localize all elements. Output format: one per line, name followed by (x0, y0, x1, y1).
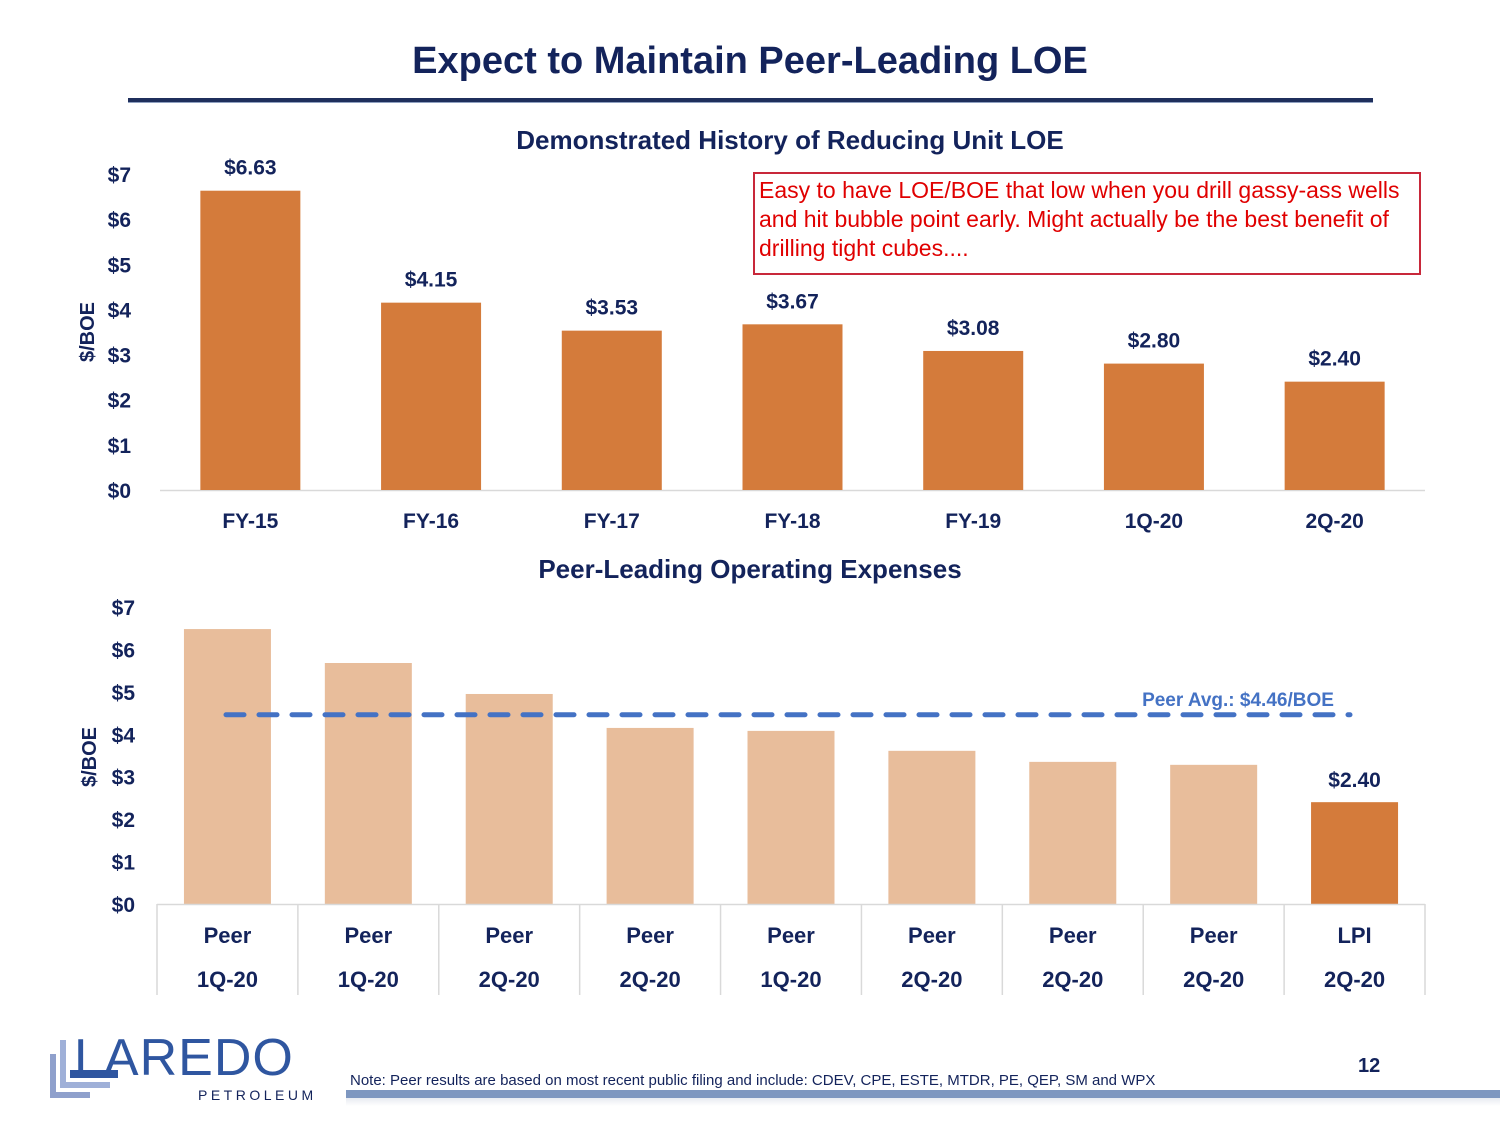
x-tick-label-line2: 2Q-20 (1183, 967, 1244, 992)
data-label: $2.40 (1328, 769, 1381, 792)
y-axis-label: $/BOE (79, 727, 101, 787)
x-tick-label-line2: 2Q-20 (1324, 967, 1385, 992)
x-tick-label: FY-18 (764, 510, 820, 533)
page-number: 12 (1358, 1055, 1381, 1077)
unit-loe-history-chart: Demonstrated History of Reducing Unit LO… (77, 125, 1425, 533)
y-tick-label: $4 (112, 724, 136, 747)
x-tick-label: FY-19 (945, 510, 1001, 533)
y-tick-label: $7 (108, 164, 131, 187)
data-label: $6.63 (224, 157, 277, 180)
x-tick-label-line2: 2Q-20 (1042, 967, 1103, 992)
logo-sub: PETROLEUM (198, 1087, 317, 1103)
bar-highlight (1311, 802, 1399, 904)
x-tick-label-line2: 2Q-20 (901, 967, 962, 992)
chart-title: Peer-Leading Operating Expenses (538, 554, 961, 584)
x-tick-label-line2: 1Q-20 (760, 967, 821, 992)
bar (1103, 363, 1204, 490)
x-tick-label-line1: Peer (1049, 923, 1097, 948)
bar (742, 324, 843, 490)
x-tick-label: 1Q-20 (1125, 510, 1183, 533)
laredo-petroleum-logo: LAREDO PETROLEUM (40, 1022, 340, 1112)
bar (606, 727, 694, 904)
y-tick-label: $3 (108, 345, 131, 368)
chart-title: Demonstrated History of Reducing Unit LO… (516, 125, 1064, 155)
bar (923, 350, 1024, 490)
annotation-box: Easy to have LOE/BOE that low when you d… (753, 172, 1421, 275)
y-tick-label: $1 (108, 435, 132, 458)
x-tick-label-line1: Peer (1190, 923, 1238, 948)
logo-name: LAREDO (74, 1029, 294, 1087)
bar (1029, 761, 1117, 904)
bar (888, 750, 976, 904)
y-tick-label: $1 (112, 852, 136, 875)
data-label: $3.08 (947, 317, 1000, 340)
x-tick-label: 2Q-20 (1305, 510, 1363, 533)
bar (200, 190, 301, 490)
bar (324, 663, 412, 904)
y-tick-label: $6 (108, 209, 131, 232)
x-tick-label-line1: LPI (1337, 923, 1371, 948)
x-tick-label: FY-17 (584, 510, 640, 533)
x-tick-label: FY-15 (222, 510, 278, 533)
annotation-text: Easy to have LOE/BOE that low when you d… (759, 177, 1400, 261)
y-tick-label: $5 (108, 254, 132, 277)
peer-opex-chart: Peer-Leading Operating Expenses $/BOE $0 $1… (79, 554, 1426, 995)
y-tick-label: $3 (112, 767, 135, 790)
data-label: $2.40 (1308, 348, 1361, 371)
x-tick-label-line1: Peer (767, 923, 815, 948)
data-label: $2.80 (1128, 330, 1181, 353)
x-tick-label-line1: Peer (344, 923, 392, 948)
bar (183, 629, 271, 904)
y-tick-label: $4 (108, 299, 132, 322)
y-tick-label: $2 (108, 390, 131, 413)
slide-title: Expect to Maintain Peer-Leading LOE (412, 40, 1088, 82)
y-tick-label: $2 (112, 809, 135, 832)
title-divider (128, 98, 1373, 103)
x-tick-label-line1: Peer (485, 923, 533, 948)
y-tick-label: $5 (112, 682, 136, 705)
x-tick-label-line2: 2Q-20 (620, 967, 681, 992)
x-tick-label-line2: 1Q-20 (197, 967, 258, 992)
x-tick-label-line1: Peer (204, 923, 252, 948)
y-tick-label: $6 (112, 639, 135, 662)
x-tick-label-line2: 2Q-20 (479, 967, 540, 992)
bar (561, 330, 662, 490)
x-tick-label-line2: 1Q-20 (338, 967, 399, 992)
bar (381, 302, 482, 490)
data-label: $4.15 (405, 269, 458, 292)
y-tick-label: $0 (108, 480, 131, 503)
logo-mark-icon: LAREDO PETROLEUM (50, 1029, 317, 1103)
x-tick-label-line1: Peer (626, 923, 674, 948)
y-axis-label: $/BOE (77, 302, 99, 362)
bar (1170, 764, 1258, 904)
x-tick-label-line1: Peer (908, 923, 956, 948)
footer-bar-shadow (346, 1098, 1500, 1106)
x-tick-label: FY-16 (403, 510, 459, 533)
data-label: $3.67 (766, 290, 819, 313)
y-tick-label: $7 (112, 597, 135, 620)
bar (465, 693, 553, 904)
bar (747, 730, 835, 904)
footer-note: Note: Peer results are based on most rec… (350, 1072, 1156, 1089)
y-tick-label: $0 (112, 894, 135, 917)
bar (1284, 381, 1385, 490)
peer-average-label: Peer Avg.: $4.46/BOE (1142, 690, 1334, 711)
footer-bar (346, 1090, 1500, 1098)
data-label: $3.53 (586, 297, 639, 320)
